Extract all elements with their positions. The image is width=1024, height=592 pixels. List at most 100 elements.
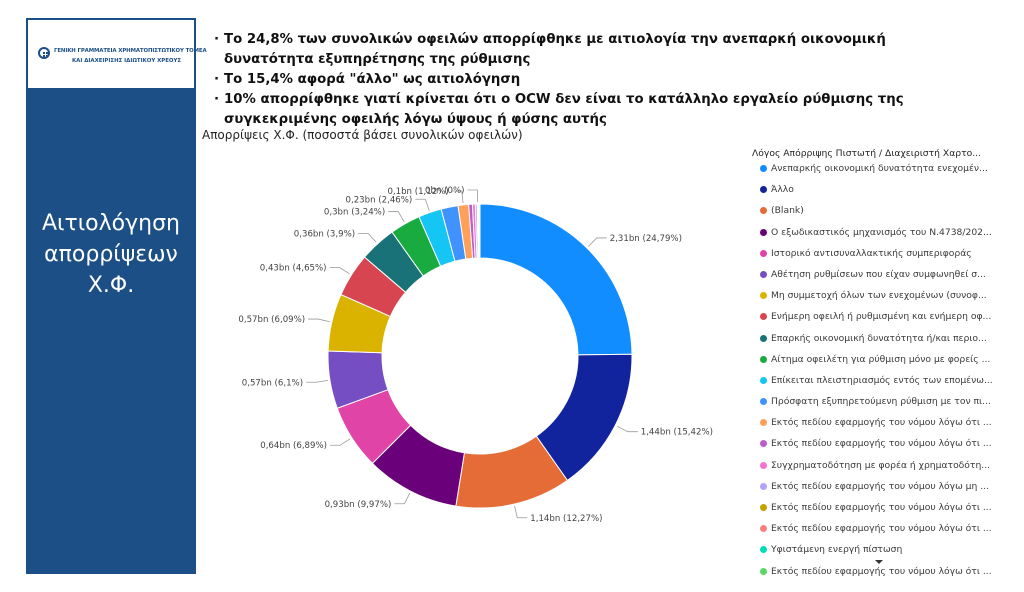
slice-data-label: 1,44bn (15,42%): [641, 428, 713, 438]
ministry-logo: ΓΕΝΙΚΗ ΓΡΑΜΜΑΤΕΙΑ ΧΡΗΜΑΤΟΠΙΣΤΩΤΙΚΟΥ ΤΟΜΕ…: [28, 20, 207, 88]
legend-item[interactable]: Πρόσφατη εξυπηρετούμενη ρύθμιση με τον π…: [752, 396, 1002, 417]
legend-item[interactable]: Εκτός πεδίου εφαρμογής του νόμου λόγω ότ…: [752, 417, 1002, 438]
data-label-leader: [415, 198, 430, 211]
legend-item[interactable]: Ανεπαρκής οικονομική δυνατότητα ενεχομέν…: [752, 163, 1002, 184]
legend-item[interactable]: Εκτός πεδίου εφαρμογής του νόμου λόγω μη…: [752, 481, 1002, 502]
page-title: Αιτιολόγηση απορρίψεων Χ.Φ.: [26, 208, 196, 301]
bullet-item: Το 24,8% των συνολικών οφειλών απορρίφθη…: [214, 30, 974, 70]
slice-data-label: 0,57bn (6,1%): [242, 378, 303, 388]
legend-marker-icon: [760, 419, 767, 427]
legend-item[interactable]: Ιστορικό αντισυναλλακτικής συμπεριφοράς: [752, 248, 1002, 269]
legend-marker-icon: [760, 546, 767, 554]
legend-item-label: Αίτημα οφειλέτη για ρύθμιση μόνο με φορε…: [771, 353, 991, 365]
data-label-leader: [308, 318, 330, 323]
legend-item-label: Συγχρηματοδότηση με φορέα ή χρηματοδότη.…: [771, 459, 991, 471]
legend-item[interactable]: (Blank): [752, 205, 1002, 226]
logo-text-line1: ΓΕΝΙΚΗ ΓΡΑΜΜΑΤΕΙΑ ΧΡΗΜΑΤΟΠΙΣΤΩΤΙΚΟΥ ΤΟΜΕ…: [54, 48, 207, 54]
legend-item-label: Επαρκής οικονομική δυνατότητα ή/και περι…: [771, 332, 987, 344]
slice-data-label: 1,14bn (12,27%): [530, 514, 602, 524]
legend-item-label: Ενήμερη οφειλή ή ρυθμισμένη και ενήμερη …: [771, 311, 992, 323]
slice-data-label: 0,1bn (1,12%): [387, 187, 448, 197]
legend-marker-icon: [760, 504, 767, 511]
legend-item[interactable]: Εκτός πεδίου εφαρμογής του νόμου λόγω ότ…: [752, 438, 1002, 459]
data-label-leader: [358, 232, 377, 243]
legend-marker-icon: [760, 461, 767, 469]
legend-item[interactable]: Αίτημα οφειλέτη για ρύθμιση μόνο με φορε…: [752, 354, 1002, 375]
chart-title: Απορρίψεις Χ.Φ. (ποσοστά βάσει συνολικών…: [202, 128, 523, 142]
legend-marker-icon: [760, 228, 767, 236]
legend-item-label: Επίκειται πλειστηριασμός εντός των επομέ…: [771, 374, 993, 386]
page-title-line2: απορρίψεων: [44, 242, 178, 267]
summary-bullets: Το 24,8% των συνολικών οφειλών απορρίφθη…: [214, 30, 974, 130]
legend-item[interactable]: Εκτός πεδίου εφαρμογής του νόμου λόγω ότ…: [752, 523, 1002, 544]
legend-item-label: Ιστορικό αντισυναλλακτικής συμπεριφοράς: [771, 247, 972, 259]
slice-data-label: 0,64bn (6,89%): [260, 441, 327, 451]
slice-data-label: 0,36bn (3,9%): [294, 229, 355, 239]
legend-marker-icon: [760, 398, 767, 406]
legend-marker-icon: [760, 567, 767, 575]
legend-item-label: Άλλο: [771, 184, 794, 196]
logo-text-line2: ΚΑΙ ΔΙΑΧΕΙΡΙΣΗΣ ΙΔΙΩΤΙΚΟΥ ΧΡΕΟΥΣ: [72, 58, 182, 64]
bullet-item: Το 15,4% αφορά "άλλο" ως αιτιολόγηση: [214, 70, 974, 90]
legend-marker-icon: [760, 355, 767, 363]
emblem-icon: [38, 47, 50, 59]
data-label-leader: [388, 211, 405, 223]
legend-item[interactable]: Εκτός πεδίου εφαρμογής του νόμου λόγω ότ…: [752, 566, 1002, 587]
legend-item[interactable]: Ο εξωδικαστικός μηχανισμός του Ν.4738/20…: [752, 227, 1002, 248]
legend-marker-icon: [760, 313, 767, 321]
data-label-leader: [587, 237, 607, 247]
legend-item-label: Υφιστάμενη ενεργή πίστωση: [771, 544, 903, 556]
page-title-line3: Χ.Φ.: [87, 273, 135, 298]
legend-item-label: Ο εξωδικαστικός μηχανισμός του Ν.4738/20…: [771, 226, 992, 238]
legend-marker-icon: [760, 270, 767, 278]
data-label-leader: [306, 379, 329, 383]
legend-item[interactable]: Υφιστάμενη ενεργή πίστωση: [752, 544, 1002, 565]
legend-item[interactable]: Ενήμερη οφειλή ή ρυθμισμένη και ενήμερη …: [752, 311, 1002, 332]
donut-chart[interactable]: 2,31bn (24,79%) 1,44bn (15,42%) 1,14bn (12…: [200, 150, 740, 590]
legend-scroll-down-icon[interactable]: [875, 560, 883, 564]
bullet-item: 10% απορρίφθηκε γιατί κρίνεται ότι ο OCW…: [214, 90, 974, 130]
legend-item[interactable]: Μη συμμετοχή όλων των ενεχομένων (συνοφ.…: [752, 290, 1002, 311]
legend-item[interactable]: Εκτός πεδίου εφαρμογής του νόμου λόγω ότ…: [752, 502, 1002, 523]
slice-data-label: 0,3bn (3,24%): [324, 208, 385, 218]
legend-marker-icon: [760, 186, 767, 194]
legend-item-label: Εκτός πεδίου εφαρμογής του νόμου λόγω ότ…: [771, 438, 992, 450]
legend-item-label: Εκτός πεδίου εφαρμογής του νόμου λόγω ότ…: [771, 565, 992, 577]
legend-item-label: Πρόσφατη εξυπηρετούμενη ρύθμιση με τον π…: [771, 396, 991, 408]
slice-data-label: 0,23bn (2,46%): [346, 195, 413, 205]
legend-marker-icon: [760, 292, 767, 300]
slice-data-label: 0,57bn (6,09%): [238, 315, 305, 325]
legend-item[interactable]: Άλλο: [752, 184, 1002, 205]
legend-item-label: Αθέτηση ρυθμίσεων που είχαν συμφωνηθεί σ…: [771, 268, 986, 280]
chart-legend[interactable]: Λόγος Απόρριψης Πιστωτή / Διαχειριστή Χα…: [752, 148, 1002, 587]
legend-marker-icon: [760, 165, 767, 172]
donut-slice[interactable]: [479, 203, 633, 356]
legend-item-label: (Blank): [771, 205, 804, 217]
legend-item-label: Εκτός πεδίου εφαρμογής του νόμου λόγω ότ…: [771, 502, 992, 513]
data-label-leader: [616, 425, 638, 433]
legend-item[interactable]: Επίκειται πλειστηριασμός εντός των επομέ…: [752, 375, 1002, 396]
legend-item[interactable]: Συγχρηματοδότηση με φορέα ή χρηματοδότη.…: [752, 460, 1002, 481]
data-label-leader: [451, 190, 464, 203]
slice-data-label: 0bn (0%): [425, 186, 464, 196]
legend-item[interactable]: Επαρκής οικονομική δυνατότητα ή/και περι…: [752, 333, 1002, 354]
data-label-leader: [330, 438, 351, 446]
legend-title: Λόγος Απόρριψης Πιστωτή / Διαχειριστή Χα…: [752, 148, 982, 159]
data-label-leader: [394, 492, 411, 505]
legend-marker-icon: [760, 207, 767, 215]
slice-data-label: 2,31bn (24,79%): [610, 234, 682, 244]
legend-item-label: Εκτός πεδίου εφαρμογής του νόμου λόγω ότ…: [771, 523, 992, 535]
legend-item[interactable]: Αθέτηση ρυθμίσεων που είχαν συμφωνηθεί σ…: [752, 269, 1002, 290]
data-label-leader: [329, 267, 350, 275]
legend-item-label: Μη συμμετοχή όλων των ενεχομένων (συνοφ.…: [771, 290, 987, 302]
legend-marker-icon: [760, 334, 767, 342]
data-label-leader: [467, 189, 479, 203]
slice-data-label: 0,93bn (9,97%): [325, 500, 392, 510]
page-title-line1: Αιτιολόγηση: [42, 211, 180, 236]
legend-marker-icon: [760, 440, 767, 448]
legend-item-label: Ανεπαρκής οικονομική δυνατότητα ενεχομέν…: [771, 163, 988, 174]
legend-item-label: Εκτός πεδίου εφαρμογής του νόμου λόγω μη…: [771, 480, 990, 492]
data-label-leader: [514, 505, 528, 519]
legend-item-label: Εκτός πεδίου εφαρμογής του νόμου λόγω ότ…: [771, 417, 992, 429]
legend-marker-icon: [760, 249, 767, 257]
